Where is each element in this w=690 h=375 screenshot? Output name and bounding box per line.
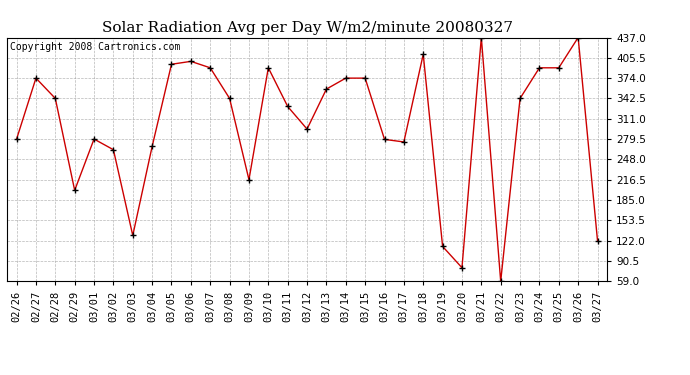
Text: Copyright 2008 Cartronics.com: Copyright 2008 Cartronics.com <box>10 42 180 52</box>
Title: Solar Radiation Avg per Day W/m2/minute 20080327: Solar Radiation Avg per Day W/m2/minute … <box>101 21 513 35</box>
